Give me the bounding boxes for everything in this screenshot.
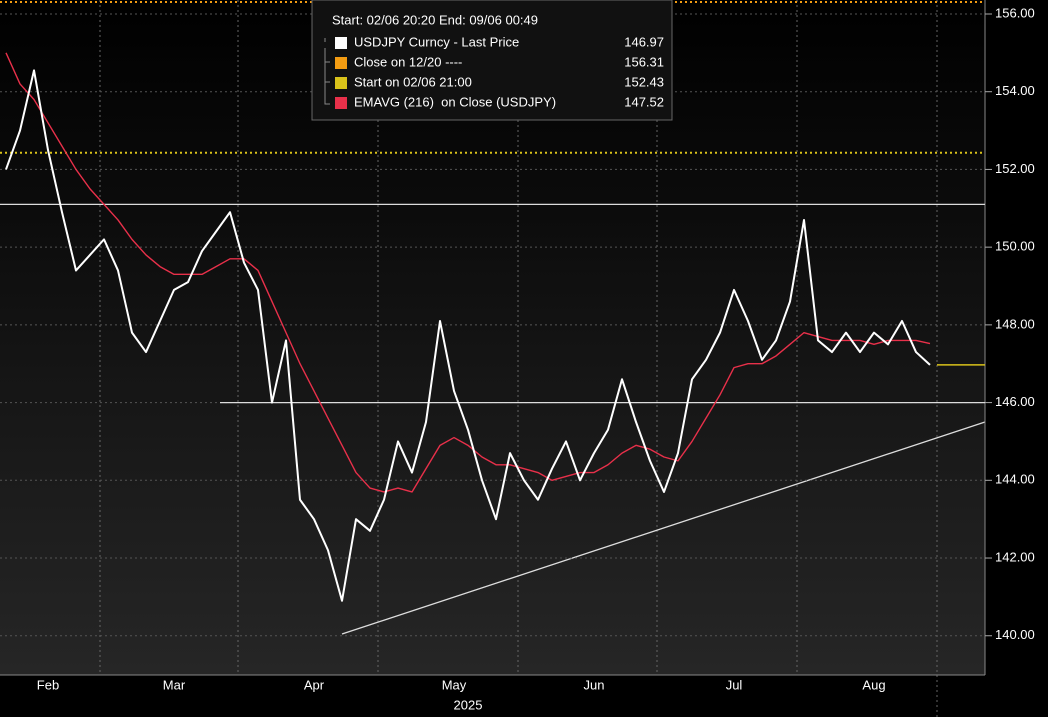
legend: Start: 02/06 20:20 End: 09/06 00:49 [311, 0, 673, 121]
y-tick-label: 148.00 [995, 316, 1035, 331]
y-tick-label: 146.00 [995, 394, 1035, 409]
y-tick-label: 154.00 [995, 83, 1035, 98]
x-tick-label: May [442, 677, 467, 692]
legend-label: EMAVG (216) on Close (USDJPY) [354, 94, 556, 109]
trend-line [341, 421, 986, 635]
x-tick-label: Jun [584, 677, 605, 692]
legend-value: 152.43 [624, 74, 664, 89]
y-tick-label: 152.00 [995, 161, 1035, 176]
y-tick-label: 142.00 [995, 549, 1035, 564]
y-tick-label: 144.00 [995, 472, 1035, 487]
legend-swatch [335, 57, 347, 69]
legend-label: Start on 02/06 21:00 [354, 74, 472, 89]
legend-swatch [335, 37, 347, 49]
legend-value: 147.52 [624, 94, 664, 109]
x-tick-label: Mar [163, 677, 186, 692]
y-tick-label: 156.00 [995, 5, 1035, 20]
x-tick-label: Aug [862, 677, 885, 692]
legend-tree [324, 38, 330, 105]
x-tick-label: Jul [726, 677, 743, 692]
legend-value: 146.97 [624, 34, 664, 49]
legend-swatch [335, 97, 347, 109]
legend-label: Close on 12/20 ---- [354, 54, 462, 69]
legend-label: USDJPY Curncy - Last Price [354, 34, 519, 49]
legend-value: 156.31 [624, 54, 664, 69]
series-line [5, 52, 931, 493]
legend-box [311, 0, 673, 121]
legend-title: Start: 02/06 20:20 End: 09/06 00:49 [332, 12, 538, 27]
series-line [5, 69, 931, 602]
x-tick-label: Apr [304, 677, 325, 692]
x-axis-label: 2025 [454, 697, 483, 712]
legend-swatch [335, 77, 347, 89]
x-tick-label: Feb [37, 677, 59, 692]
y-tick-label: 150.00 [995, 239, 1035, 254]
y-tick-label: 140.00 [995, 627, 1035, 642]
